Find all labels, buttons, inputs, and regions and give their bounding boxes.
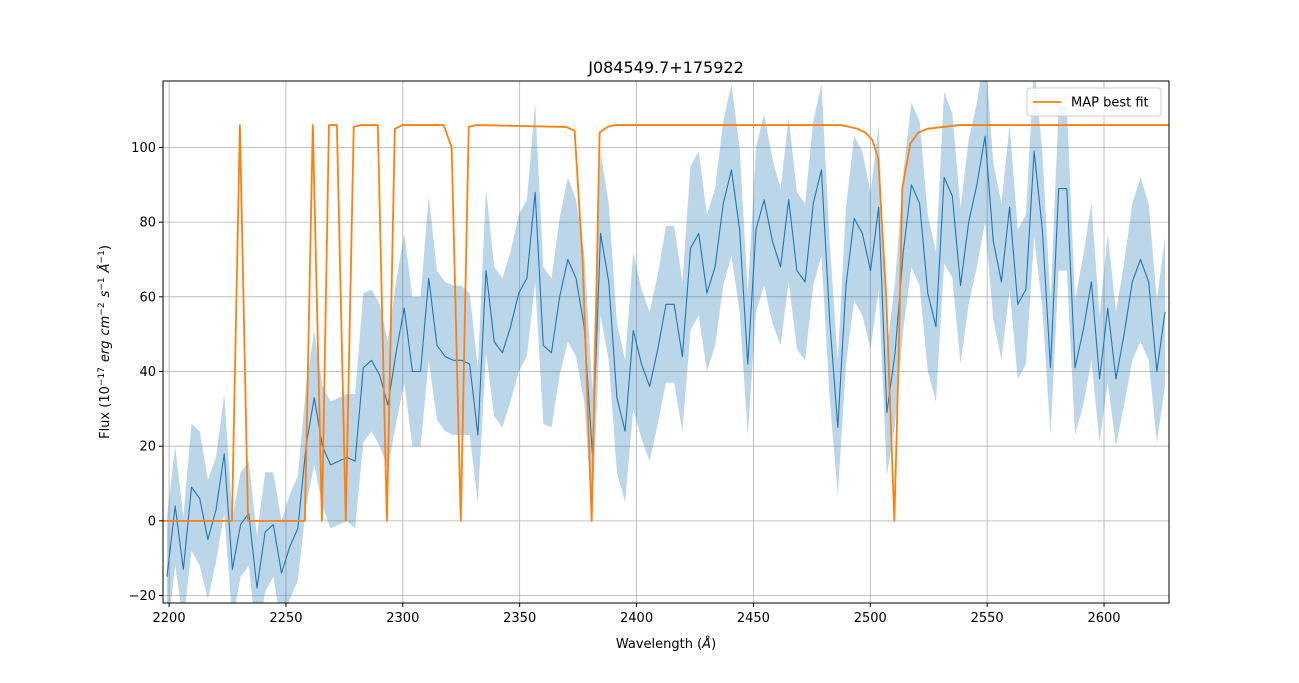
label-part: s bbox=[98, 290, 113, 297]
fit-line bbox=[163, 124, 1169, 522]
chart-title: J084549.7+175922 bbox=[587, 58, 744, 77]
label-part: Wavelength ( bbox=[616, 637, 702, 652]
y-tick-label: 0 bbox=[148, 514, 156, 529]
plot-area bbox=[163, 81, 1169, 603]
y-tick-label: 20 bbox=[139, 440, 156, 455]
y-tick-label: 60 bbox=[139, 290, 156, 305]
label-part: erg bbox=[98, 341, 113, 363]
label-part: −1 bbox=[97, 250, 107, 263]
y-tick-label: 40 bbox=[139, 365, 156, 380]
x-tick-label: 2600 bbox=[1087, 611, 1120, 626]
x-tick-label: 2400 bbox=[620, 611, 653, 626]
label-part: −1 bbox=[97, 277, 107, 290]
error-band bbox=[166, 81, 1166, 603]
x-tick-label: 2350 bbox=[503, 611, 536, 626]
label-part: ) bbox=[711, 637, 716, 652]
axes-frame bbox=[162, 80, 1170, 604]
x-axis-label: Wavelength (Å) bbox=[616, 636, 716, 652]
label-part: −17 bbox=[97, 367, 107, 386]
ticks: 2200 2250 2300 2350 2400 2450 2500 2550 2600 −20 0… bbox=[129, 141, 1121, 626]
label-part: ) bbox=[98, 245, 113, 250]
label-part: cm bbox=[98, 316, 113, 336]
x-tick-label: 2200 bbox=[153, 611, 186, 626]
y-tick-label: −20 bbox=[129, 589, 156, 604]
y-axis-label: Flux (10−17ergcm−2s−1Å−1) bbox=[97, 245, 113, 439]
label-part: Å bbox=[701, 636, 711, 652]
x-tick-label: 2450 bbox=[737, 611, 770, 626]
x-tick-label: 2300 bbox=[386, 611, 419, 626]
y-tick-label: 80 bbox=[139, 216, 156, 231]
y-tick-label: 100 bbox=[131, 141, 156, 156]
label-part: −2 bbox=[97, 302, 107, 315]
label-part: Å bbox=[97, 263, 113, 273]
x-tick-label: 2500 bbox=[854, 611, 887, 626]
x-tick-label: 2250 bbox=[269, 611, 302, 626]
label-part: Flux (10 bbox=[98, 386, 113, 439]
legend: MAP best fit bbox=[1026, 87, 1162, 117]
x-tick-label: 2550 bbox=[971, 611, 1004, 626]
legend-box bbox=[1026, 87, 1162, 117]
data-line bbox=[166, 135, 1166, 589]
legend-label: MAP best fit bbox=[1071, 96, 1149, 111]
